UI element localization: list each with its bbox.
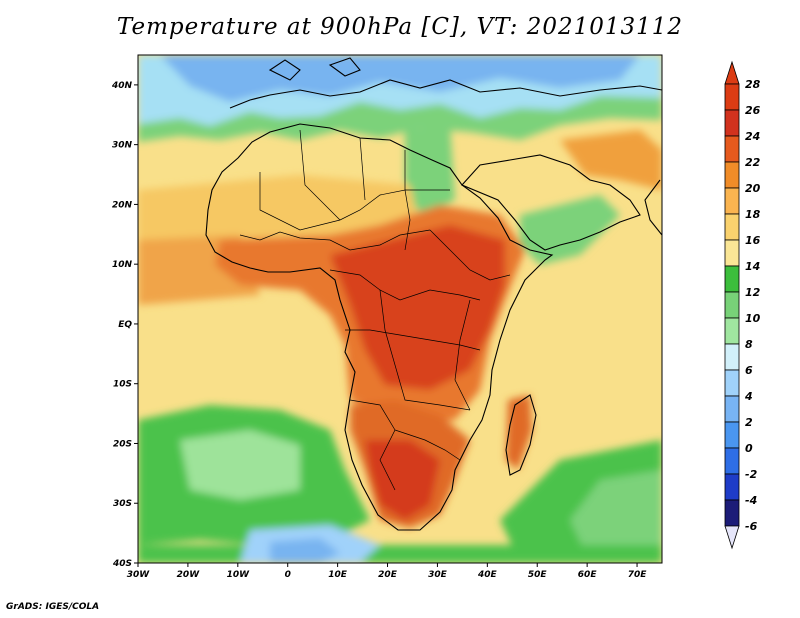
central-africa-hottest	[330, 225, 505, 390]
lon-label: 50E	[528, 570, 548, 580]
colorbar-label: 4	[744, 390, 753, 403]
colorbar-bottom-arrow	[724, 525, 740, 550]
colorbar-segment	[724, 135, 740, 163]
lat-label: EQ	[118, 320, 132, 330]
south-atlantic-cooler	[180, 430, 300, 500]
colorbar-segment	[724, 369, 740, 397]
arabia-coast	[461, 154, 641, 251]
country-borders	[239, 129, 511, 491]
colorbar-segment	[724, 473, 740, 501]
colorbar-label: 24	[745, 130, 760, 143]
colorbar-label: -6	[745, 520, 758, 533]
colorbar-segment	[724, 213, 740, 241]
colorbar-segment	[724, 265, 740, 293]
colorbar-label: 6	[745, 364, 753, 377]
colorbar-label: 8	[745, 338, 753, 351]
colorbar-segment	[724, 421, 740, 449]
coldest-band-europe	[160, 55, 640, 102]
lat-label: 20N	[112, 200, 133, 210]
lon-label: 70E	[628, 570, 648, 580]
colorbar-segment	[724, 291, 740, 319]
colorbar-label: 10	[745, 312, 761, 325]
colorbar-segment	[724, 317, 740, 345]
lon-label: 60E	[578, 570, 598, 580]
colorbar-segment	[724, 395, 740, 423]
colorbar-segment	[724, 239, 740, 267]
colorbar-label: 26	[745, 104, 761, 117]
lon-label: 0	[285, 570, 291, 580]
colorbar-segment	[724, 499, 740, 527]
colorbar-segment	[724, 161, 740, 189]
lon-label: 20W	[177, 570, 201, 580]
lat-label: 40N	[111, 81, 133, 91]
nile-cool	[405, 125, 455, 215]
india-coast	[644, 179, 662, 236]
colorbar-label: 22	[745, 156, 761, 169]
arabian-sea-cool	[520, 195, 620, 265]
colorbar-segment	[724, 187, 740, 215]
colorbar-segment	[724, 343, 740, 371]
colorbar-top-arrow	[724, 60, 740, 85]
longitude-axis: 30W 20W 10W 0 10E 20E 30E 40E 50E 60E 70E	[127, 563, 647, 580]
colorbar-segment	[724, 109, 740, 137]
europe-coast	[229, 79, 662, 109]
lon-label: 30E	[428, 570, 448, 580]
southern-ocean-colder-patch	[270, 538, 340, 563]
colorbar-label: -2	[745, 468, 758, 481]
grads-credit: GrADS: IGES/COLA	[6, 602, 100, 612]
lat-label: 10N	[112, 260, 133, 270]
lon-label: 10E	[328, 570, 348, 580]
europe-islands	[268, 57, 361, 81]
lat-label: 10S	[113, 380, 132, 390]
colorbar-label: 28	[745, 78, 761, 91]
southern-ocean-band	[138, 545, 662, 563]
map-frame	[137, 54, 663, 564]
lon-label: 20E	[378, 570, 398, 580]
lat-label: 40S	[112, 559, 132, 569]
lon-label: 10W	[227, 570, 251, 580]
colorbar-label: 20	[745, 182, 761, 195]
lon-label: 30W	[127, 570, 151, 580]
africa-coast	[205, 123, 554, 531]
colorbar-label: 14	[745, 260, 760, 273]
colorbar-label: 2	[745, 416, 753, 429]
colorbar-label: 0	[745, 442, 753, 455]
madagascar-coast	[505, 394, 537, 476]
lat-label: 20S	[113, 439, 132, 449]
warm-persia	[560, 130, 662, 190]
map-title: Temperature at 900hPa [C], VT: 202101311…	[116, 14, 684, 40]
coastlines	[205, 57, 662, 531]
latitude-axis: 40N 30N 20N 10N EQ 10S 20S 30S 40S	[111, 81, 138, 569]
indian-ocean-cooler	[570, 470, 662, 563]
lat-label: 30S	[113, 499, 132, 509]
colorbar-label: 16	[745, 234, 761, 247]
colorbar-label: -4	[745, 494, 757, 507]
kalahari-hottest	[365, 440, 440, 520]
colorbar-label: 12	[745, 286, 761, 299]
lon-label: 40E	[477, 570, 498, 580]
colorbar-label: 18	[745, 208, 761, 221]
lat-label: 30N	[112, 141, 133, 151]
colorbar-segment	[724, 447, 740, 475]
colorbar-segment	[724, 83, 740, 111]
temperature-field	[138, 55, 662, 563]
